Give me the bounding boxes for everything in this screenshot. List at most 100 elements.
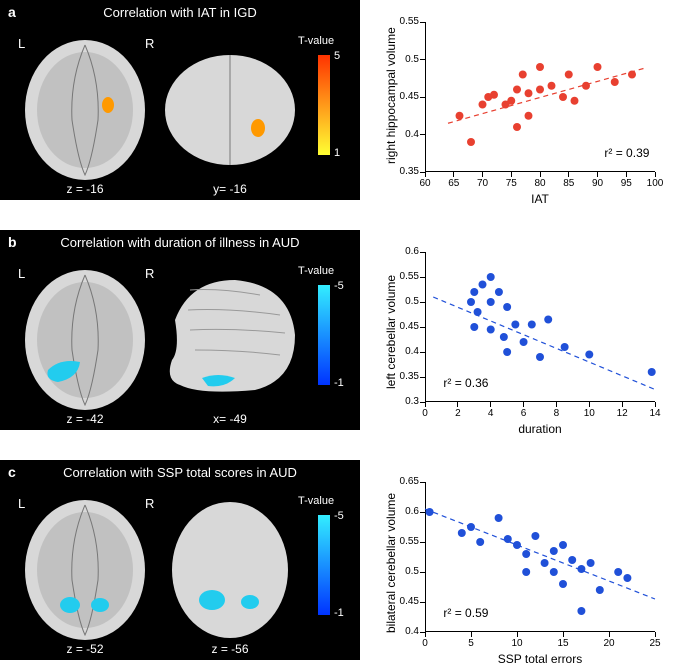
activation-blob [60, 597, 80, 613]
data-point [594, 63, 602, 71]
data-point [458, 529, 466, 537]
colorbar [318, 285, 330, 385]
slice2-coord: y= -16 [200, 182, 260, 196]
figure-row-panel_b: bCorrelation with duration of illness in… [0, 230, 675, 440]
data-point [467, 138, 475, 146]
scatter-plot-panel_a: 60657075808590951000.350.40.450.50.55IAT… [370, 10, 670, 210]
data-point [536, 63, 544, 71]
scatter-svg [370, 240, 670, 440]
slice1-coord: z = -16 [55, 182, 115, 196]
data-point [513, 541, 521, 549]
data-point [536, 353, 544, 361]
data-point [565, 71, 573, 79]
colorbar-top-value: 5 [334, 50, 340, 62]
brain-panel-panel_a: aCorrelation with IAT in IGDLRz = -16y= … [0, 0, 360, 200]
slice1-coord: z = -42 [55, 412, 115, 426]
r-squared-label: r² = 0.59 [443, 606, 488, 620]
data-point [571, 97, 579, 105]
data-point [522, 550, 530, 558]
data-point [550, 568, 558, 576]
data-point [614, 568, 622, 576]
colorbar-bottom-value: -1 [334, 377, 344, 389]
data-point [467, 523, 475, 531]
data-point [513, 86, 521, 94]
data-point [513, 123, 521, 131]
brain-slices-svg [0, 230, 360, 430]
data-point [474, 308, 482, 316]
data-point [456, 112, 464, 120]
colorbar [318, 55, 330, 155]
scatter-svg [370, 10, 670, 210]
r-squared-label: r² = 0.36 [443, 376, 488, 390]
data-point [470, 323, 478, 331]
data-point [628, 71, 636, 79]
brain-slice-2 [172, 502, 288, 638]
data-point [426, 508, 434, 516]
data-point [467, 298, 475, 306]
data-point [487, 326, 495, 334]
colorbar-label: T-value [298, 265, 334, 277]
data-point [550, 547, 558, 555]
data-point [525, 112, 533, 120]
trend-line [425, 509, 655, 599]
brain-slice-2 [170, 280, 295, 392]
data-point [577, 607, 585, 615]
data-point [623, 574, 631, 582]
data-point [568, 556, 576, 564]
data-point [525, 89, 533, 97]
data-point [504, 535, 512, 543]
brain-panel-panel_b: bCorrelation with duration of illness in… [0, 230, 360, 430]
data-point [536, 86, 544, 94]
data-point [479, 101, 487, 109]
data-point [559, 541, 567, 549]
brain-slices-svg [0, 0, 360, 200]
data-point [611, 78, 619, 86]
data-point [582, 82, 590, 90]
data-point [495, 514, 503, 522]
data-point [587, 559, 595, 567]
data-point [528, 321, 536, 329]
data-point [470, 288, 478, 296]
slice1-coord: z = -52 [55, 642, 115, 656]
figure-row-panel_c: cCorrelation with SSP total scores in AU… [0, 460, 675, 670]
data-point [585, 351, 593, 359]
data-point [648, 368, 656, 376]
activation-blob [102, 97, 114, 113]
brain-panel-panel_c: cCorrelation with SSP total scores in AU… [0, 460, 360, 660]
slice2-coord: x= -49 [200, 412, 260, 426]
activation-blob [241, 595, 259, 609]
data-point [500, 333, 508, 341]
data-point [519, 71, 527, 79]
scatter-plot-panel_c: 05101520250.40.450.50.550.60.65SSP total… [370, 470, 670, 670]
data-point [559, 580, 567, 588]
data-point [544, 316, 552, 324]
scatter-svg [370, 470, 670, 670]
data-point [507, 97, 515, 105]
colorbar-top-value: -5 [334, 510, 344, 522]
data-point [548, 82, 556, 90]
data-point [479, 281, 487, 289]
data-point [490, 91, 498, 99]
data-point [541, 559, 549, 567]
activation-blob [91, 598, 109, 612]
activation-blob [199, 590, 225, 610]
colorbar-label: T-value [298, 495, 334, 507]
data-point [476, 538, 484, 546]
colorbar [318, 515, 330, 615]
data-point [503, 303, 511, 311]
scatter-plot-panel_b: 024681012140.30.350.40.450.50.550.6durat… [370, 240, 670, 440]
data-point [495, 288, 503, 296]
colorbar-bottom-value: 1 [334, 147, 340, 159]
slice2-coord: z = -56 [200, 642, 260, 656]
r-squared-label: r² = 0.39 [604, 146, 649, 160]
activation-blob [251, 119, 265, 137]
colorbar-bottom-value: -1 [334, 607, 344, 619]
data-point [522, 568, 530, 576]
brain-slices-svg [0, 460, 360, 660]
data-point [487, 273, 495, 281]
data-point [511, 321, 519, 329]
data-point [487, 298, 495, 306]
trend-line [448, 69, 644, 124]
data-point [561, 343, 569, 351]
figure-row-panel_a: aCorrelation with IAT in IGDLRz = -16y= … [0, 0, 675, 210]
